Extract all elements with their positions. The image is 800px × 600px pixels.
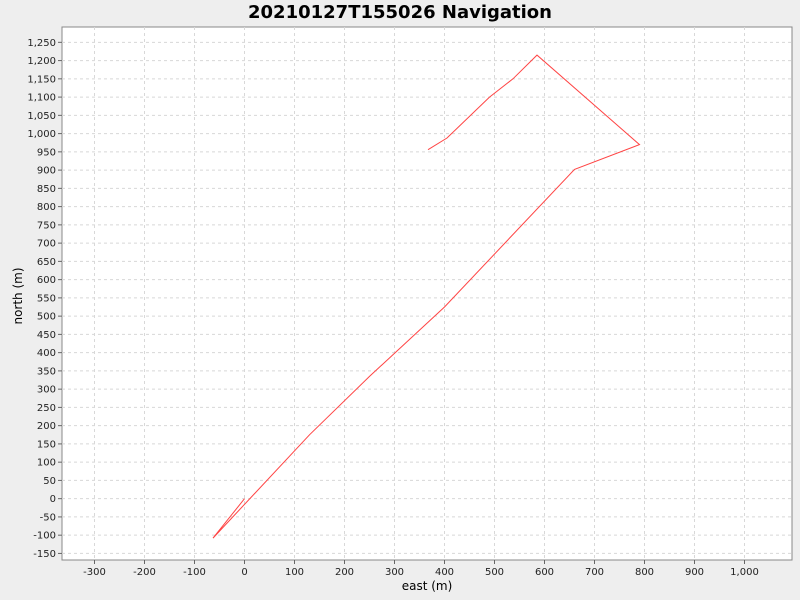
y-tick-label: 1,100 (27, 93, 56, 104)
y-tick-label: 350 (37, 366, 56, 377)
y-tick-label: 200 (37, 421, 56, 432)
y-axis-label: north (m) (11, 267, 25, 324)
grid-lines (62, 27, 792, 560)
x-tick-label: 500 (485, 567, 504, 578)
y-tick-label: 900 (37, 166, 56, 177)
y-tick-label: 50 (43, 476, 56, 487)
chart-title: 20210127T155026 Navigation (248, 2, 552, 23)
y-tick-label: 250 (37, 403, 56, 414)
y-tick-label: 400 (37, 348, 56, 359)
x-tick-label: -300 (83, 567, 106, 578)
y-tick-label: 850 (37, 184, 56, 195)
y-tick-label: -100 (33, 531, 56, 542)
x-tick-label: -200 (133, 567, 156, 578)
y-tick-label: 100 (37, 458, 56, 469)
x-tick-label: 200 (335, 567, 354, 578)
y-tick-label: -150 (33, 549, 56, 560)
x-tick-label: 400 (435, 567, 454, 578)
y-tick-label: 600 (37, 275, 56, 286)
x-tick-label: 800 (635, 567, 654, 578)
x-tick-label: 600 (535, 567, 554, 578)
y-tick-label: 300 (37, 385, 56, 396)
y-tick-label: 550 (37, 293, 56, 304)
y-tick-label: 750 (37, 220, 56, 231)
y-tick-label: 150 (37, 439, 56, 450)
y-tick-label: 0 (50, 494, 56, 505)
y-tick-label: 1,150 (27, 74, 56, 85)
y-tick-label: 800 (37, 202, 56, 213)
x-tick-label: 900 (685, 567, 704, 578)
y-axis-ticks: -150 -100 -50 0 50 100 150 200 250 300 350 400 450 50… (27, 38, 62, 560)
y-tick-label: 950 (37, 147, 56, 158)
series-layer (212, 54, 641, 539)
x-axis-ticks: -300 -200 -100 0 100 200 300 400 500 600 700 800 900… (83, 560, 759, 578)
x-tick-label: 700 (585, 567, 604, 578)
x-tick-label: 300 (385, 567, 404, 578)
y-tick-label: -50 (40, 512, 56, 523)
x-tick-label: 1,000 (730, 567, 759, 578)
y-tick-label: 450 (37, 330, 56, 341)
y-tick-label: 700 (37, 239, 56, 250)
y-tick-label: 1,050 (27, 111, 56, 122)
x-tick-label: -100 (183, 567, 206, 578)
x-tick-label: 0 (241, 567, 247, 578)
y-tick-label: 1,250 (27, 38, 56, 49)
y-tick-label: 650 (37, 257, 56, 268)
y-tick-label: 1,000 (27, 129, 56, 140)
x-axis-label: east (m) (402, 579, 453, 593)
y-tick-label: 1,200 (27, 56, 56, 67)
y-tick-label: 500 (37, 312, 56, 323)
track-line-series-0 (212, 54, 641, 539)
x-tick-label: 100 (285, 567, 304, 578)
